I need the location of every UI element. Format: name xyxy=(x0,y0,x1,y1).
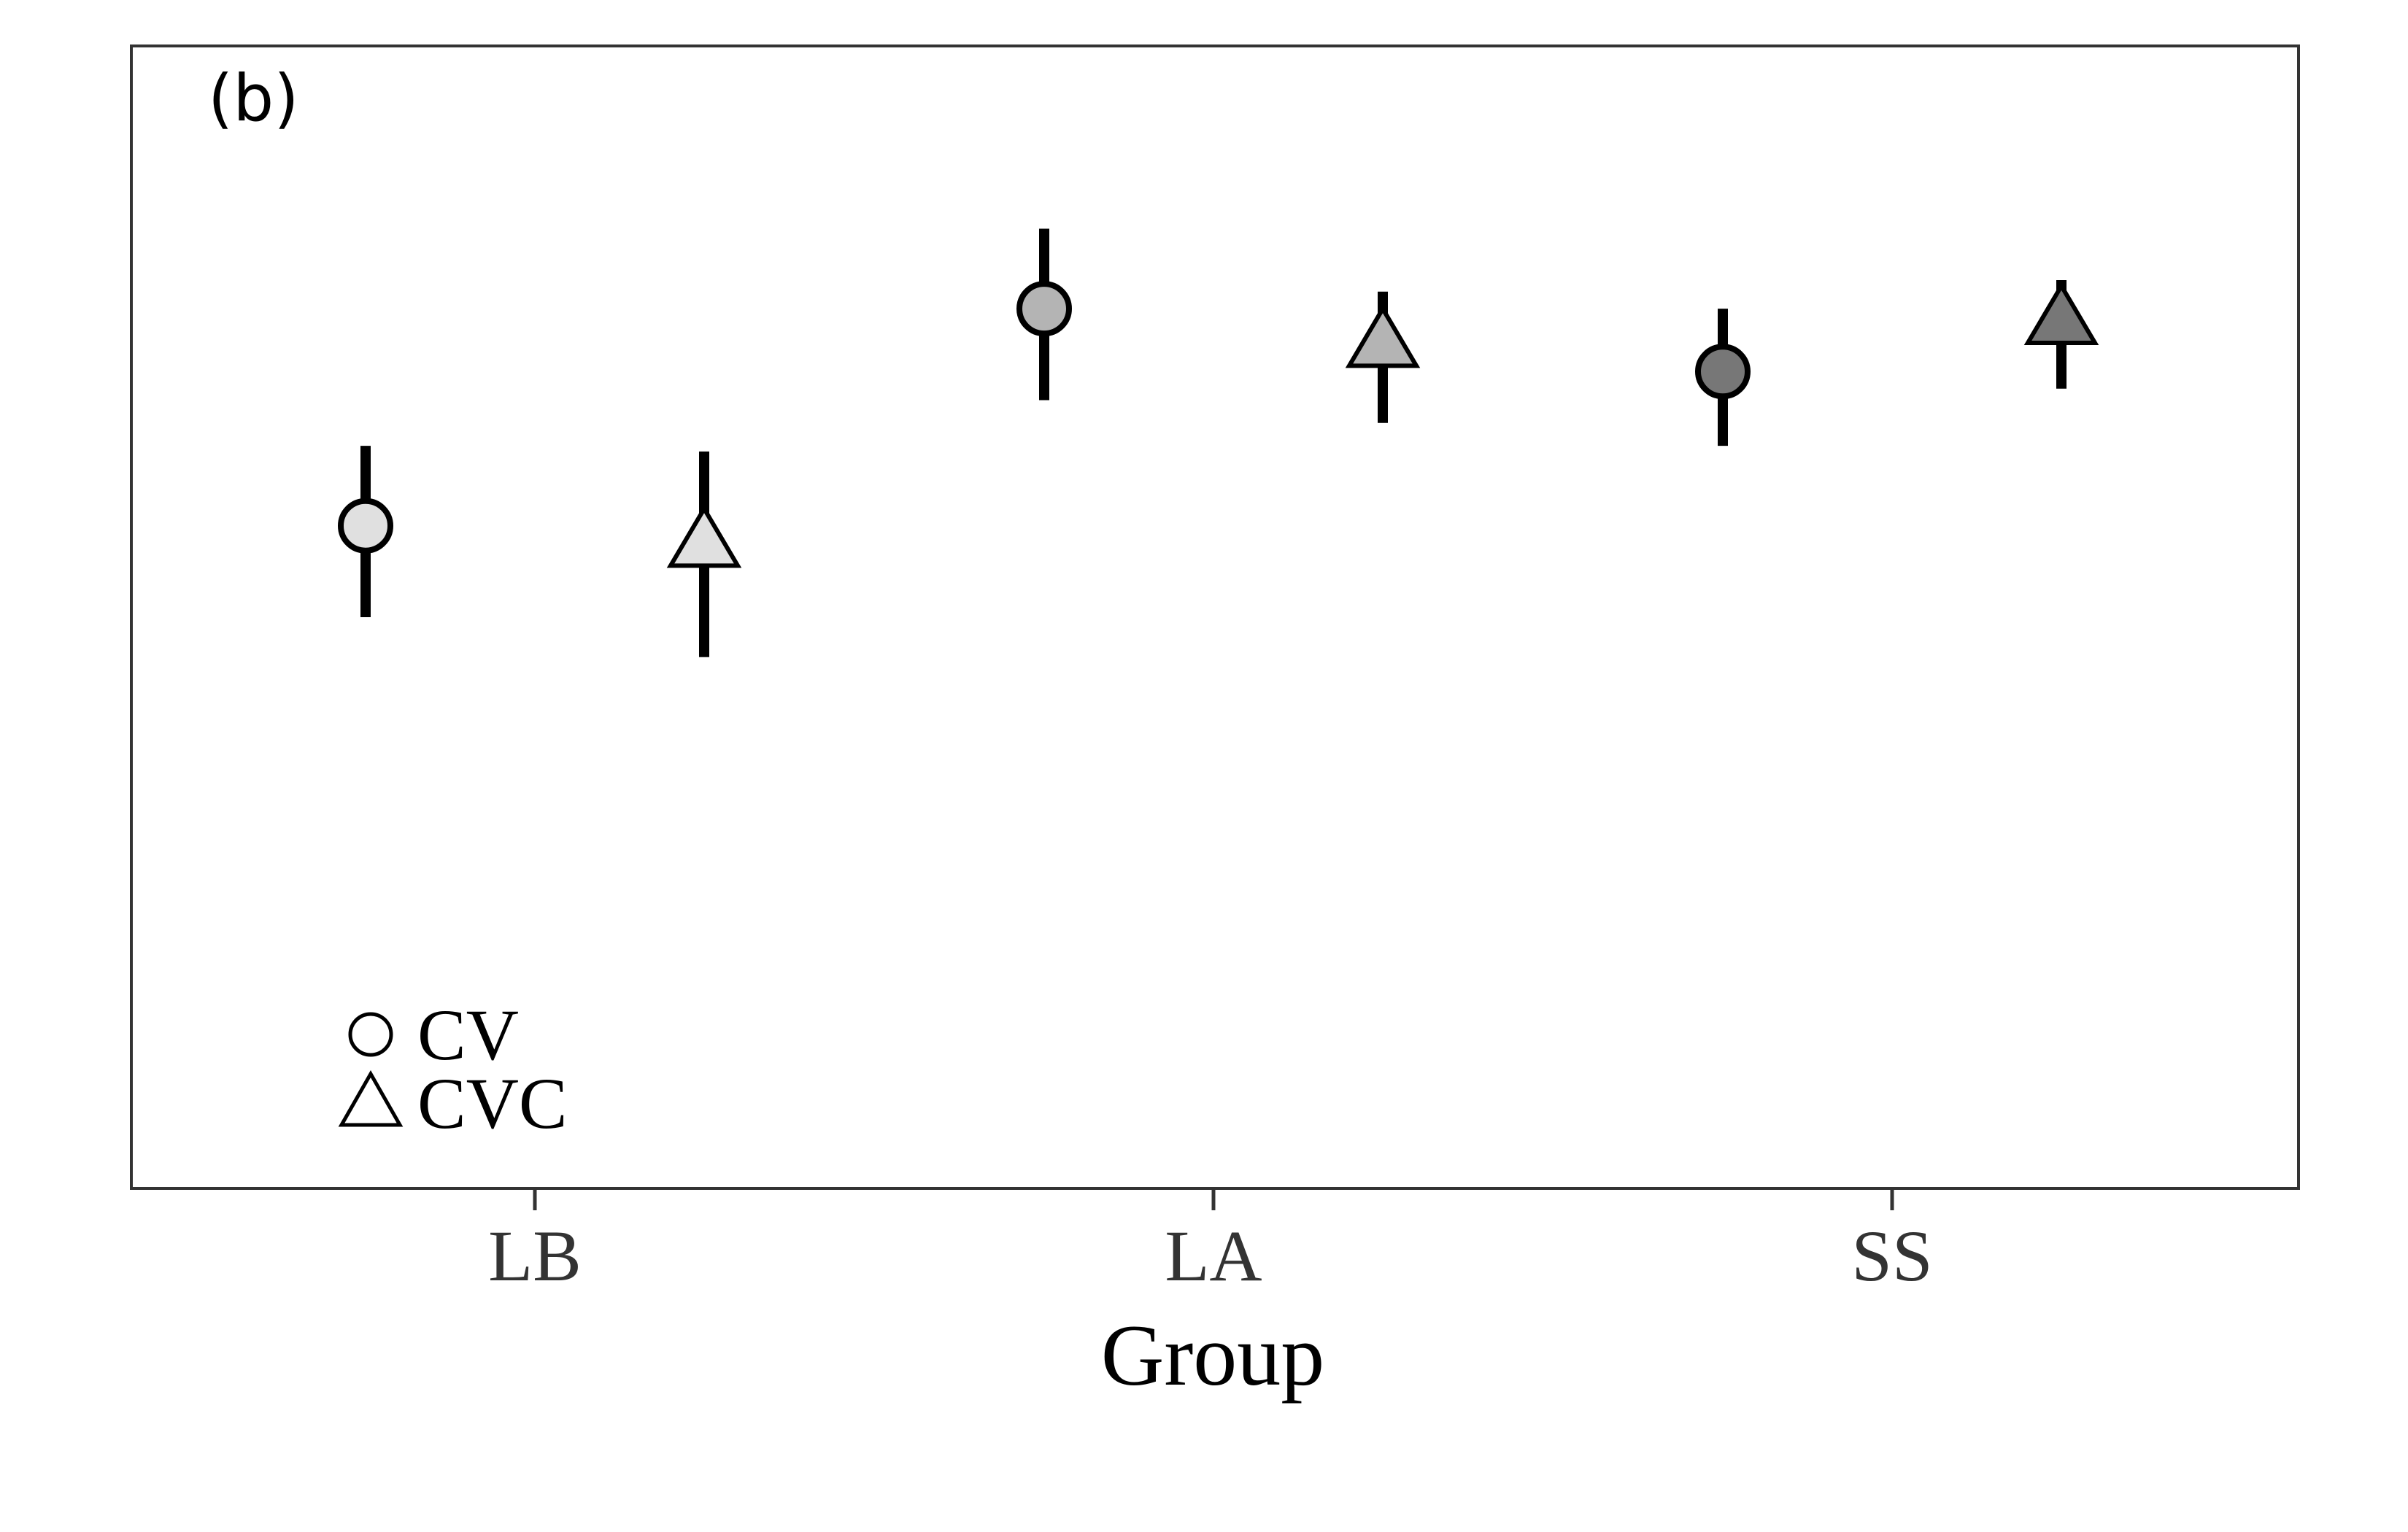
legend-item-cvc: CVC xyxy=(338,1063,568,1144)
point-cvc-lb xyxy=(666,451,742,657)
x-tick-label-ss: SS xyxy=(1851,1215,1932,1296)
x-tick-label-la: LA xyxy=(1165,1215,1262,1296)
panel-label: (b) xyxy=(208,61,299,136)
x-tick-label-lb: LB xyxy=(488,1215,582,1296)
data-marks xyxy=(338,228,2099,657)
circle-marker xyxy=(338,498,393,554)
x-axis-title: Group xyxy=(1101,1307,1325,1404)
circle-marker xyxy=(1695,344,1751,400)
triangle-marker xyxy=(2023,282,2099,346)
point-cv-la xyxy=(1016,228,1072,401)
point-cvc-la xyxy=(1345,291,1421,423)
point-cvc-ss xyxy=(2023,280,2099,389)
legend-label: CVC xyxy=(417,1063,568,1144)
circle-marker xyxy=(1016,281,1072,337)
legend-circle-icon xyxy=(348,1012,393,1057)
triangle-marker xyxy=(666,504,742,568)
point-cv-ss xyxy=(1695,309,1751,446)
legend-item-cv: CV xyxy=(348,994,519,1075)
legend-triangle-icon xyxy=(338,1069,404,1127)
triangle-marker xyxy=(1345,304,1421,368)
legend-label: CV xyxy=(417,994,519,1075)
point-cv-lb xyxy=(338,446,393,617)
x-axis-ticks: LB LA SS xyxy=(488,1188,1933,1296)
